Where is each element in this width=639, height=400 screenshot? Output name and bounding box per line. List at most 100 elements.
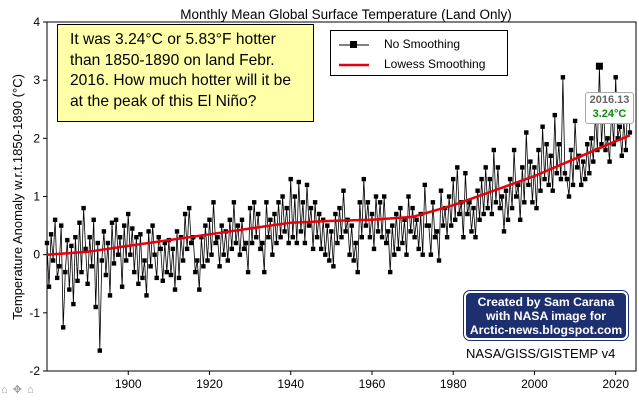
data-point [176, 275, 182, 281]
data-point [124, 258, 129, 263]
data-point [170, 246, 176, 252]
x-tick-label: 1960 [359, 377, 386, 391]
data-point [77, 220, 82, 225]
chart-title: Monthly Mean Global Surface Temperature … [180, 7, 511, 22]
data-point [444, 235, 450, 240]
data-point [438, 188, 444, 193]
data-point [583, 176, 588, 182]
callout-text: It was 3.24°C or 5.83°F hotter than 1850… [70, 31, 292, 110]
data-point [422, 182, 427, 188]
data-point [270, 252, 275, 257]
data-point [300, 200, 306, 205]
data-point [140, 275, 145, 281]
data-point [560, 75, 566, 80]
data-point [182, 211, 188, 217]
data-point [87, 235, 92, 240]
data-point [93, 304, 98, 310]
data-point [375, 229, 381, 234]
data-point [63, 269, 68, 275]
data-point [434, 229, 440, 234]
data-point [599, 142, 604, 147]
data-point [347, 252, 352, 257]
data-point [552, 112, 557, 118]
data-point [509, 205, 515, 211]
data-point [440, 223, 446, 228]
x-tick-label: 1940 [277, 377, 304, 391]
data-point [312, 200, 318, 205]
x-tick-label: 2020 [602, 377, 629, 391]
credit-box: Created by Sam Carana with NASA image fo… [463, 290, 629, 341]
data-point [294, 240, 299, 246]
data-point [50, 258, 56, 263]
lowess-smoothing-series [46, 134, 631, 256]
data-point [144, 293, 149, 298]
data-point [331, 264, 336, 269]
data-point [349, 223, 354, 228]
data-point [613, 75, 618, 80]
data-point [79, 269, 84, 275]
data-point [327, 258, 332, 263]
toolbar-icons[interactable]: ⌂ ✥ ⌂ [1, 384, 35, 396]
data-point [195, 258, 200, 263]
data-point [373, 194, 379, 199]
data-point [412, 235, 417, 240]
data-point [213, 240, 218, 246]
data-point [392, 252, 397, 257]
data-point [615, 136, 620, 141]
data-point [268, 217, 273, 222]
data-point [304, 182, 310, 188]
data-point [564, 176, 570, 182]
data-point [122, 223, 127, 228]
data-point [95, 240, 100, 246]
data-point [199, 235, 204, 240]
data-point [522, 200, 527, 205]
data-point [589, 136, 594, 141]
data-point [363, 223, 369, 228]
data-point [491, 147, 496, 153]
data-point [272, 211, 277, 217]
data-point [495, 165, 501, 170]
data-point [353, 240, 358, 246]
data-point [290, 235, 295, 240]
data-point [585, 142, 590, 147]
data-point [146, 229, 151, 234]
data-point [215, 235, 220, 240]
data-point [71, 301, 76, 307]
data-point [321, 217, 326, 222]
tooltip-value: 3.24°C [592, 108, 627, 120]
legend: No Smoothing Lowess Smoothing [330, 30, 508, 76]
data-point [473, 235, 478, 240]
data-point [562, 171, 568, 176]
data-point [379, 235, 385, 240]
data-point [225, 258, 230, 263]
data-point [323, 252, 328, 257]
lowess-swatch-icon [339, 63, 369, 67]
data-point [546, 182, 551, 188]
data-point [174, 229, 180, 234]
x-tick-label: 2000 [521, 377, 548, 391]
data-point [398, 205, 403, 211]
data-point [231, 200, 237, 205]
data-point [355, 269, 360, 275]
data-point [227, 217, 232, 222]
chart-toolbar[interactable]: ⌂ ✥ ⌂ [1, 383, 35, 396]
data-point [172, 287, 178, 292]
data-point [465, 211, 470, 217]
data-point [209, 252, 214, 257]
data-point [306, 223, 312, 228]
data-point [619, 153, 624, 158]
data-point [115, 252, 121, 257]
data-point [237, 252, 243, 257]
data-point [73, 235, 78, 240]
data-point [343, 229, 348, 234]
data-point [154, 275, 159, 281]
data-point [288, 176, 293, 182]
data-point [46, 284, 52, 289]
data-point [48, 232, 54, 237]
y-tick-label: 3 [33, 73, 40, 87]
data-point [574, 165, 580, 170]
data-point [554, 171, 559, 176]
data-point [617, 124, 622, 129]
data-point [109, 220, 115, 225]
data-point [579, 182, 584, 188]
